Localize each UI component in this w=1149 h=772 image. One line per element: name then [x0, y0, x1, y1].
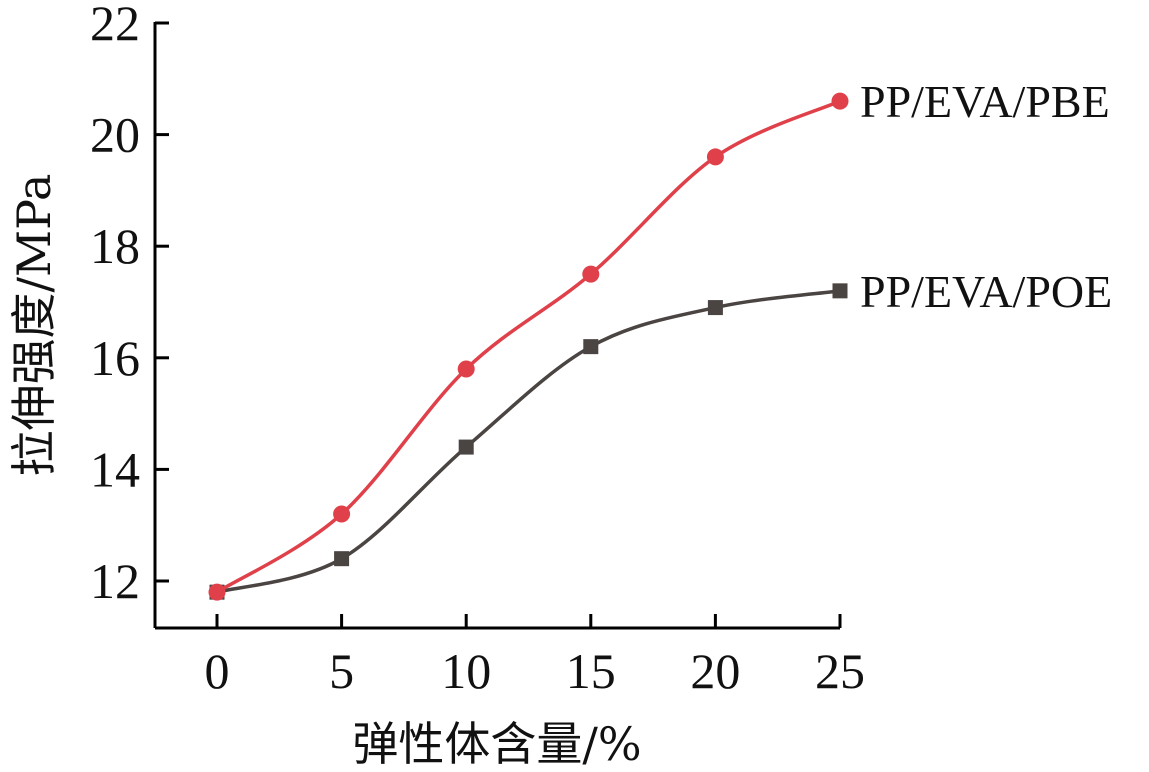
y-tick-label: 14: [90, 441, 140, 497]
data-point-pp-eva-pbe: [706, 148, 724, 166]
series-layer: [208, 92, 849, 601]
series-line-pp-eva-pbe: [216, 99, 841, 594]
data-point-pp-eva-poe: [832, 283, 848, 299]
data-point-pp-eva-pbe: [208, 583, 226, 601]
y-tick-label: 12: [90, 553, 140, 609]
series-label-pp-eva-pbe: PP/EVA/PBE: [860, 76, 1110, 127]
x-tick-label: 20: [690, 643, 740, 699]
x-tick-label: 25: [815, 643, 865, 699]
x-tick-label: 10: [441, 643, 491, 699]
data-point-pp-eva-pbe: [582, 265, 600, 283]
series-labels: PP/EVA/POE PP/EVA/PBE: [860, 76, 1112, 317]
x-tick-label: 5: [329, 643, 354, 699]
data-point-pp-eva-poe: [707, 300, 723, 316]
data-point-pp-eva-pbe: [457, 360, 475, 378]
data-point-pp-eva-poe: [334, 551, 350, 567]
y-ticks: 12 14 16 18 20 22: [90, 0, 169, 609]
axes: [153, 22, 840, 630]
y-axis-title: 拉伸强度/MPa: [7, 174, 61, 477]
series-line-pp-eva-poe: [216, 289, 841, 594]
y-tick-label: 16: [90, 330, 140, 386]
data-point-pp-eva-pbe: [333, 505, 351, 523]
data-point-pp-eva-poe: [583, 339, 599, 355]
x-ticks: 0 5 10 15 20 25: [205, 614, 865, 699]
y-tick-label: 22: [90, 0, 140, 51]
data-point-pp-eva-pbe: [831, 92, 849, 110]
x-tick-label: 0: [205, 643, 230, 699]
x-axis-title: 弹性体含量/%: [352, 717, 641, 771]
series-label-pp-eva-poe: PP/EVA/POE: [860, 266, 1112, 317]
y-tick-label: 20: [90, 107, 140, 163]
data-point-pp-eva-poe: [458, 439, 474, 455]
y-tick-label: 18: [90, 218, 140, 274]
x-tick-label: 15: [566, 643, 616, 699]
